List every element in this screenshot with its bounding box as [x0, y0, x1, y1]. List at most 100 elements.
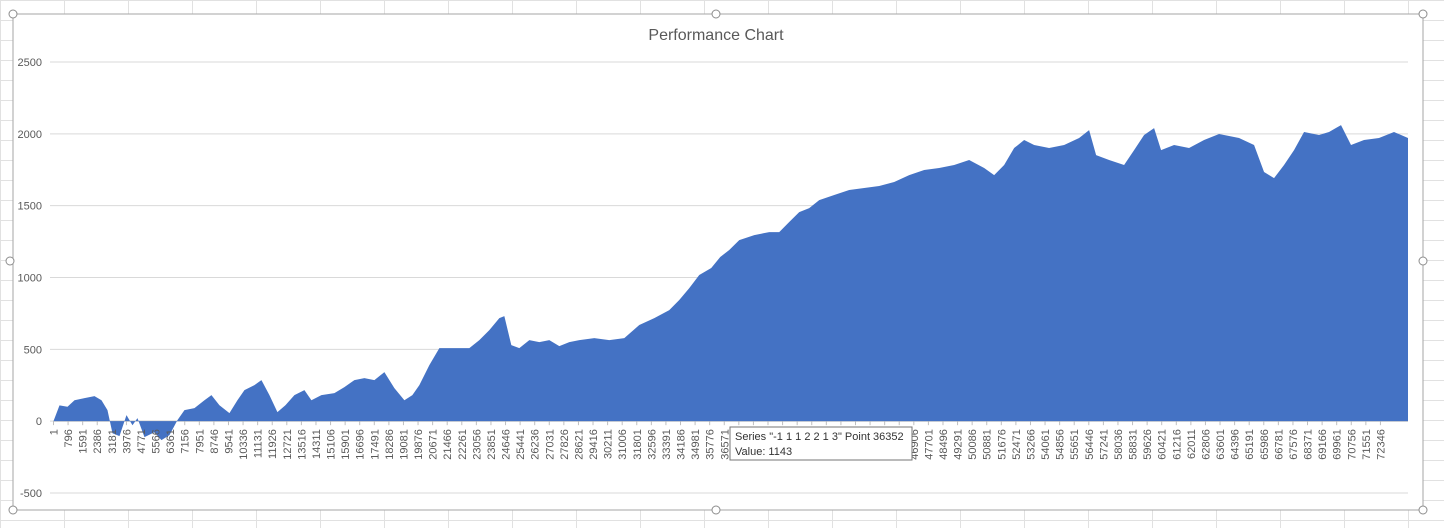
x-tick-label: 5566 — [151, 429, 163, 453]
x-tick-label: 23056 — [471, 429, 483, 460]
x-tick-label: 68371 — [1303, 429, 1315, 460]
x-tick-label: 15901 — [340, 429, 352, 460]
x-tick-label: 27031 — [544, 429, 556, 460]
x-tick-label: 66781 — [1273, 429, 1285, 460]
x-tick-label: 34186 — [676, 429, 688, 460]
handle[interactable] — [8, 505, 18, 515]
x-tick-label: 19081 — [398, 429, 410, 460]
x-tick-label: 18286 — [384, 429, 396, 460]
x-tick-label: 51676 — [996, 429, 1008, 460]
y-tick-label: 2000 — [18, 129, 42, 141]
handle[interactable] — [711, 505, 721, 515]
handle[interactable] — [1418, 9, 1428, 19]
x-tick-label: 62806 — [1200, 429, 1212, 460]
tooltip-box — [729, 426, 913, 461]
tooltip-text: Series "-1 1 1 2 2 1 3" Point 36352 — [735, 431, 904, 443]
x-tick-label: 20671 — [428, 429, 440, 460]
x-tick-label: 21466 — [442, 429, 454, 460]
x-tick-label: 26236 — [530, 429, 542, 460]
x-tick-label: 7156 — [180, 429, 192, 453]
x-tick-label: 6361 — [165, 429, 177, 453]
tooltip-value: Value: 1143 — [735, 446, 792, 458]
x-tick-label: 65191 — [1244, 429, 1256, 460]
x-tick-label: 48496 — [938, 429, 950, 460]
x-tick-label: 12721 — [282, 429, 294, 460]
chart-title: Performance Chart — [648, 27, 784, 44]
x-tick-label: 72346 — [1375, 429, 1387, 460]
y-tick-label: 1500 — [18, 201, 42, 213]
x-tick-label: 60421 — [1157, 429, 1169, 460]
y-tick-label: 1000 — [18, 273, 42, 285]
x-tick-label: 70756 — [1346, 429, 1358, 460]
x-tick-label: 54061 — [1040, 429, 1052, 460]
x-tick-label: 27826 — [559, 429, 571, 460]
x-tick-label: 56446 — [1084, 429, 1096, 460]
x-tick-label: 71551 — [1361, 429, 1373, 460]
x-tick-label: 49291 — [953, 429, 965, 460]
x-tick-label: 50881 — [982, 429, 994, 460]
x-tick-label: 19876 — [413, 429, 425, 460]
x-tick-label: 9541 — [223, 429, 235, 453]
x-tick-label: 55651 — [1069, 429, 1081, 460]
x-tick-label: 65986 — [1259, 429, 1271, 460]
plot — [53, 125, 1408, 441]
x-tick-label: 35776 — [705, 429, 717, 460]
x-tick-label: 3976 — [121, 429, 133, 453]
x-tick-label: 1 — [49, 429, 61, 435]
x-tick-label: 47701 — [923, 429, 935, 460]
x-tick-label: 25441 — [515, 429, 527, 460]
x-tick-label: 16696 — [355, 429, 367, 460]
y-tick-label: 2500 — [18, 57, 42, 69]
x-tick-label: 53266 — [1025, 429, 1037, 460]
x-tick-label: 58831 — [1128, 429, 1140, 460]
handle[interactable] — [1418, 256, 1428, 266]
x-tick-label: 31801 — [632, 429, 644, 460]
x-tick-label: 64396 — [1230, 429, 1242, 460]
x-tick-label: 14311 — [311, 429, 323, 459]
x-tick-label: 54856 — [1055, 429, 1067, 460]
x-tick-label: 58036 — [1113, 429, 1125, 460]
x-tick-label: 36571 — [719, 429, 731, 460]
x-tick-label: 11131 — [253, 429, 265, 458]
handle[interactable] — [5, 256, 15, 266]
x-tick-label: 13516 — [296, 429, 308, 460]
x-tick-label: 15106 — [326, 429, 338, 460]
handle[interactable] — [8, 9, 18, 19]
x-tick-label: 50086 — [967, 429, 979, 460]
x-tick-label: 69166 — [1317, 429, 1329, 460]
x-tick-label: 62011 — [1186, 429, 1198, 459]
y-tick-label: 0 — [36, 416, 42, 428]
x-tick-label: 4771 — [136, 429, 148, 453]
x-tick-label: 57241 — [1098, 429, 1110, 460]
x-tick-label: 34981 — [690, 429, 702, 460]
x-tick-label: 22261 — [457, 429, 469, 460]
x-tick-label: 8746 — [209, 429, 221, 453]
x-tick-label: 2386 — [92, 429, 104, 453]
x-tick-label: 32596 — [646, 429, 658, 460]
x-tick-label: 7951 — [194, 429, 206, 453]
x-tick-label: 33391 — [661, 429, 673, 460]
x-tick-label: 29416 — [588, 429, 600, 460]
x-tick-label: 17491 — [369, 429, 381, 460]
x-tick-label: 63601 — [1215, 429, 1227, 460]
x-tick-label: 3181 — [107, 429, 119, 453]
x-tick-label: 796 — [63, 429, 75, 447]
y-tick-label: -500 — [20, 488, 42, 500]
x-tick-label: 1591 — [78, 429, 90, 453]
x-tick-label: 59626 — [1142, 429, 1154, 460]
handle[interactable] — [1418, 505, 1428, 515]
x-tick-label: 28621 — [573, 429, 585, 460]
x-tick-label: 11926 — [267, 429, 279, 459]
y-tick-label: 500 — [24, 344, 42, 356]
handle[interactable] — [711, 9, 721, 19]
x-tick-label: 10336 — [238, 429, 250, 460]
x-tick-label: 23851 — [486, 429, 498, 460]
x-tick-label: 30211 — [603, 429, 615, 459]
area — [53, 125, 1408, 441]
x-tick-label: 52471 — [1011, 429, 1023, 460]
x-tick-label: 24646 — [501, 429, 513, 460]
tooltip: Series "-1 1 1 2 2 1 3" Point 36352 Valu… — [729, 426, 913, 461]
x-tick-label: 69961 — [1332, 429, 1344, 460]
